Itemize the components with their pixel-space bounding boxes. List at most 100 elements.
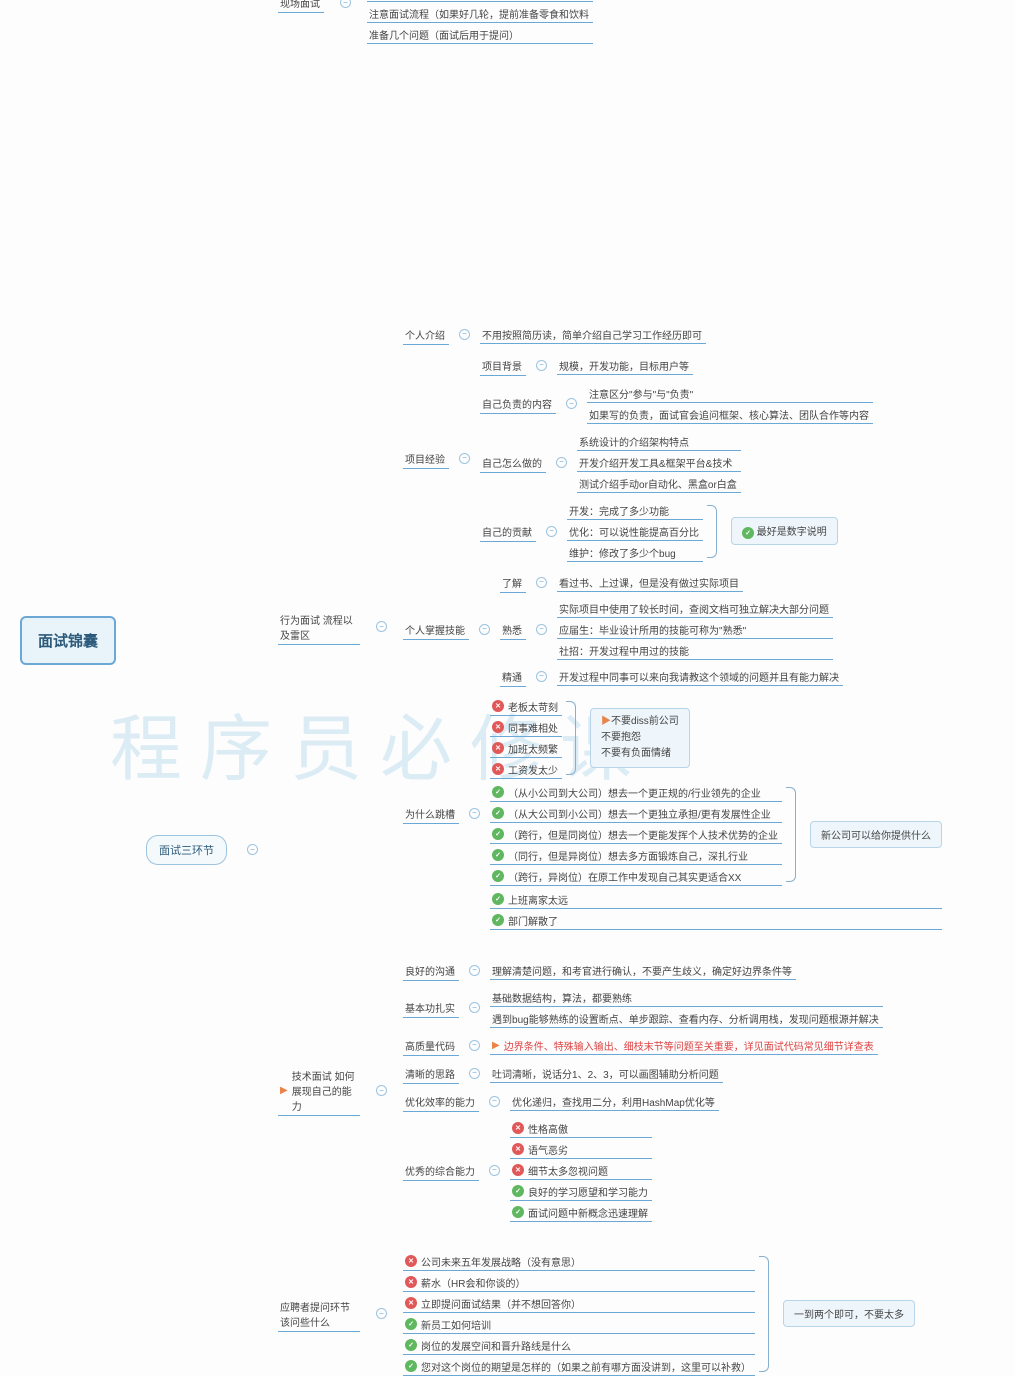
node-clear[interactable]: 清晰的思路 (403, 1063, 459, 1084)
toggle-icon[interactable] (536, 577, 547, 588)
toggle-icon[interactable] (566, 398, 577, 409)
list-item: 立即提问面试结果（并不想回答你） (403, 1294, 755, 1313)
comp-good-items: 良好的学习愿望和学习能力面试问题中新概念迅速理解 (510, 1182, 652, 1222)
list-item: 工资发太少 (490, 760, 562, 779)
cross-icon (405, 1276, 417, 1288)
toggle-icon[interactable] (536, 360, 547, 371)
list-item: 您对这个岗位的期望是怎样的（如果之前有哪方面没讲到，这里可以补救） (403, 1357, 755, 1376)
list-item: （跨行，异岗位）在原工作中发现自己其实更适合XX (490, 867, 782, 886)
toggle-icon[interactable] (469, 1040, 480, 1051)
callout-why-bad: 不要diss前公司 不要抱怨 不要有负面情绪 (590, 708, 690, 768)
callout-ask: 一到两个即可，不要太多 (783, 1300, 915, 1327)
list-item: 基础数据结构，算法，都要熟练 (490, 988, 883, 1007)
toggle-icon[interactable] (469, 1068, 480, 1079)
node-know[interactable]: 了解 (500, 572, 526, 593)
node-proj-resp[interactable]: 自己负责的内容 (480, 393, 556, 414)
leaf-hq: 边界条件、特殊输入输出、细枝末节等问题至关重要，详见面试代码常见细节详查表 (490, 1036, 878, 1055)
node-comm[interactable]: 良好的沟通 (403, 960, 459, 981)
node-comp[interactable]: 优秀的综合能力 (403, 1160, 479, 1181)
cross-icon (405, 1297, 417, 1309)
node-behavior[interactable]: 行为面试 流程以及雷区 (278, 609, 360, 645)
toggle-icon[interactable] (376, 1085, 387, 1096)
node-basic[interactable]: 基本功扎实 (403, 997, 459, 1018)
list-item: （同行，但是异岗位）想去多方面锻炼自己，深扎行业 (490, 846, 782, 865)
node-opt[interactable]: 优化效率的能力 (403, 1091, 479, 1112)
why-good-items: （从小公司到大公司）想去一个更正规的/行业领先的企业（从大公司到小公司）想去一个… (490, 783, 782, 886)
leaf-clear: 吐词清晰，说话分1、2、3，可以画图辅助分析问题 (490, 1064, 723, 1083)
check-icon (405, 1318, 417, 1330)
list-item: 同事难相处 (490, 718, 562, 737)
toggle-icon[interactable] (556, 457, 567, 468)
node-stages[interactable]: 面试三环节 (146, 835, 227, 865)
toggle-icon[interactable] (247, 844, 258, 855)
flag-icon (601, 716, 611, 727)
check-icon (492, 849, 504, 861)
node-fam[interactable]: 熟悉 (500, 619, 526, 640)
cross-icon (492, 721, 504, 733)
list-item: 应届生：毕业设计所用的技能可称为"熟悉" (557, 620, 833, 639)
node-tech[interactable]: 技术面试 如何展现自己的能力 (278, 1065, 360, 1116)
list-item: 加班太频繁 (490, 739, 562, 758)
mindmap-canvas: 面试锦囊 面试前准备 电话面试 保证手机电量随时至少可以连续通话一小时尽量不要长… (0, 0, 1015, 1281)
check-icon (512, 1185, 524, 1197)
flag-icon (280, 1085, 288, 1096)
node-proj-bg[interactable]: 项目背景 (480, 355, 526, 376)
check-icon (742, 527, 754, 539)
brace-icon (707, 505, 717, 558)
root-node[interactable]: 面试锦囊 (20, 616, 116, 665)
tech-basic-items: 基础数据结构，算法，都要熟练遇到bug能够熟练的设置断点、单步跟踪、查看内存、分… (490, 988, 883, 1028)
list-item: 如果写的负责，面试官会追问框架、核心算法、团队合作等内容 (587, 405, 873, 424)
toggle-icon[interactable] (479, 624, 490, 635)
leaf-opt: 优化递归，查找用二分，利用HashMap优化等 (510, 1092, 719, 1111)
node-onsite[interactable]: 现场面试 (278, 0, 324, 13)
check-icon (492, 914, 504, 926)
list-item: 薪水（HR会和你谈的） (403, 1273, 755, 1292)
cross-icon (512, 1122, 524, 1134)
list-item: 新员工如何培训 (403, 1315, 755, 1334)
toggle-icon[interactable] (459, 453, 470, 464)
list-item: 老板太苛刻 (490, 697, 562, 716)
toggle-icon[interactable] (469, 808, 480, 819)
node-hq[interactable]: 高质量代码 (403, 1035, 459, 1056)
node-project[interactable]: 项目经验 (403, 448, 449, 469)
list-item: 语气恶劣 (510, 1140, 652, 1159)
list-item: 开发：完成了多少功能 (567, 501, 703, 520)
toggle-icon[interactable] (489, 1096, 500, 1107)
skills-fam-items: 实际项目中使用了较长时间，查阅文档可独立解决大部分问题应届生：毕业设计所用的技能… (557, 599, 833, 660)
node-ask[interactable]: 应聘者提问环节 该问些什么 (278, 1296, 360, 1332)
branch-prep: 面试前准备 电话面试 保证手机电量随时至少可以连续通话一小时尽量不要长时间待在嘈… (146, 0, 942, 44)
list-item: 优化：可以说性能提高百分比 (567, 522, 703, 541)
proj-contrib-items: 开发：完成了多少功能优化：可以说性能提高百分比维护：修改了多少个bug (567, 501, 703, 562)
toggle-icon[interactable] (489, 1165, 500, 1176)
check-icon (492, 870, 504, 882)
toggle-icon[interactable] (340, 0, 351, 8)
list-item: 系统设计的介绍架构特点 (577, 432, 741, 451)
node-master[interactable]: 精通 (500, 666, 526, 687)
toggle-icon[interactable] (536, 671, 547, 682)
flag-icon (492, 1040, 500, 1051)
callout-contrib: 最好是数字说明 (731, 517, 838, 546)
brace-icon (759, 1256, 769, 1372)
comp-bad-items: 性格高傲语气恶劣细节太多忽视问题 (510, 1119, 652, 1180)
toggle-icon[interactable] (469, 1002, 480, 1013)
check-icon (405, 1360, 417, 1372)
toggle-icon[interactable] (459, 329, 470, 340)
cross-icon (405, 1255, 417, 1267)
toggle-icon[interactable] (546, 526, 557, 537)
list-item: （从小公司到大公司）想去一个更正规的/行业领先的企业 (490, 783, 782, 802)
node-skills[interactable]: 个人掌握技能 (403, 619, 469, 640)
list-item: （跨行，但是同岗位）想去一个更能发挥个人技术优势的企业 (490, 825, 782, 844)
list-item: 得体的衣服（干净整洁即可，不要求正装） (367, 0, 593, 2)
node-intro[interactable]: 个人介绍 (403, 324, 449, 345)
toggle-icon[interactable] (376, 621, 387, 632)
callout-why-good: 新公司可以给你提供什么 (810, 821, 942, 848)
list-item: 公司未来五年发展战略（没有意思） (403, 1252, 755, 1271)
toggle-icon[interactable] (536, 624, 547, 635)
node-proj-contrib[interactable]: 自己的贡献 (480, 521, 536, 542)
leaf-know: 看过书、上过课，但是没有做过实际项目 (557, 573, 743, 592)
toggle-icon[interactable] (376, 1308, 387, 1319)
node-why[interactable]: 为什么跳槽 (403, 803, 459, 824)
toggle-icon[interactable] (469, 965, 480, 976)
node-proj-how[interactable]: 自己怎么做的 (480, 452, 546, 473)
ask-bad-items: 公司未来五年发展战略（没有意思） 薪水（HR会和你谈的） 立即提问面试结果（并不想回… (403, 1252, 755, 1313)
